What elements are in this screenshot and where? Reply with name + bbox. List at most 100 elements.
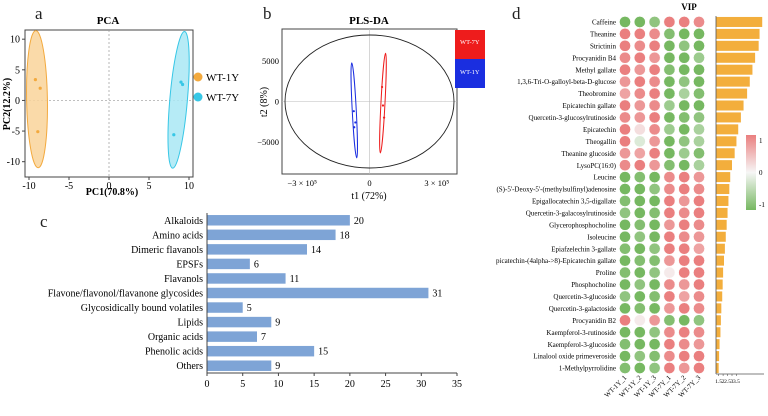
bar-2 [207, 229, 336, 241]
panel-label-b: b [263, 4, 272, 23]
vip-row-label: Epicatechin gallate [563, 102, 616, 110]
vip-row-label: Linalool oxide primeveroside [533, 353, 616, 361]
vip-cell-r15-c4 [663, 183, 676, 195]
vip-color-tick-high: 1 [759, 137, 763, 145]
vip-cell-r19-c4 [663, 230, 676, 243]
vip-bar-28 [716, 339, 720, 350]
vip-cell-r28-c4 [663, 338, 676, 351]
plsda-point-wt1y-1 [354, 121, 357, 124]
bar-category-label: Phenolic acids [145, 347, 203, 358]
vip-cell-r5-c5 [678, 63, 691, 76]
bar-category-label: Others [176, 361, 203, 372]
vip-cell-r10-c5 [678, 123, 691, 136]
vip-cell-r3-c1 [619, 39, 631, 52]
plsda-legend: WT-7Y WT-1Y [455, 30, 485, 88]
bar-7 [207, 302, 243, 313]
vip-cell-r1-c3 [648, 16, 661, 28]
vip-cell-r4-c4 [663, 51, 676, 64]
vip-cell-r4-c3 [648, 51, 661, 64]
plsda-point-wt1y-2 [352, 110, 355, 113]
bar-x-tick-label: 10 [273, 379, 283, 390]
vip-cell-r27-c6 [693, 326, 705, 339]
vip-row-label: Epigallocatechin 3,5-digallate [532, 198, 616, 206]
bar-value-label: 9 [275, 361, 280, 372]
vip-bar-25 [716, 303, 722, 314]
vip-cell-r15-c1 [619, 183, 631, 195]
vip-cell-r30-c4 [663, 362, 676, 374]
vip-cell-r6-c6 [693, 75, 705, 88]
vip-bar-6 [716, 76, 750, 87]
vip-cell-r25-c1 [619, 302, 631, 315]
bar-category-label: Organic acids [148, 332, 203, 343]
vip-cell-r30-c6 [693, 362, 705, 374]
pca-point-wt1y-2 [38, 86, 42, 90]
vip-cell-r21-c6 [693, 254, 705, 267]
bar-category-label: Amino acids [152, 230, 203, 241]
pca-point-wt1y-3 [36, 130, 40, 134]
plsda-legend-label-wt7y: WT-7Y [460, 39, 480, 46]
vip-bar-22 [716, 267, 724, 278]
vip-cell-r2-c4 [663, 28, 676, 40]
vip-cell-r12-c6 [693, 147, 705, 160]
vip-cell-r29-c5 [678, 350, 691, 362]
plsda-legend-box-wt1y [455, 59, 485, 88]
pca-legend: WT-1Y WT-7Y [193, 72, 239, 104]
vip-cell-r20-c3 [648, 242, 661, 255]
vip-cell-r18-c4 [663, 218, 676, 231]
vip-cell-r28-c2 [633, 338, 646, 351]
bar-x-tick-label: 15 [309, 379, 319, 390]
vip-row-label: Proline [596, 269, 616, 277]
vip-cell-r10-c1 [619, 123, 631, 136]
vip-cell-r10-c6 [693, 123, 705, 136]
bar-9 [207, 331, 257, 342]
vip-bar-26 [716, 315, 721, 326]
vip-cell-r10-c2 [633, 123, 646, 136]
pca-legend-marker-wt7y [193, 92, 203, 102]
vip-bar-2 [716, 28, 760, 39]
vip-cell-r7-c5 [678, 87, 691, 100]
vip-cell-r30-c2 [633, 362, 646, 374]
bar-4 [207, 258, 250, 270]
vip-cell-r20-c4 [663, 242, 676, 255]
vip-cell-r16-c2 [633, 195, 646, 207]
vip-cell-r17-c1 [619, 207, 631, 219]
vip-row-label: 1-Methylpyrrolidine [559, 365, 616, 373]
bar-value-label: 15 [318, 347, 328, 358]
vip-cell-r6-c2 [633, 75, 646, 88]
vip-cell-r7-c6 [693, 87, 705, 100]
vip-cell-r9-c1 [619, 111, 631, 124]
pca-x-tick-label: 0 [107, 181, 112, 192]
vip-cell-r27-c4 [663, 326, 676, 339]
vip-cell-r2-c1 [619, 28, 631, 40]
vip-cell-r6-c1 [619, 75, 631, 88]
vip-row-label: Theanine [590, 31, 616, 39]
vip-cell-r30-c3 [648, 362, 661, 374]
vip-row-label: Methyl gallate [575, 66, 616, 74]
vip-cell-r13-c6 [693, 159, 705, 172]
vip-cell-r11-c4 [663, 135, 676, 148]
vip-bar-11 [716, 136, 737, 147]
vip-row-label: Theanine glucoside [561, 150, 616, 158]
vip-cell-r7-c1 [619, 87, 631, 100]
vip-cell-r3-c2 [633, 39, 646, 52]
bar-1 [207, 215, 350, 226]
vip-axis-tick-label: 2 [722, 379, 725, 385]
pca-x-tick-label: 10 [184, 181, 194, 192]
bar-value-label: 6 [254, 259, 259, 270]
bar-x-tick-label: 0 [205, 379, 210, 390]
vip-cell-r20-c5 [678, 242, 691, 255]
vip-cell-r11-c3 [648, 135, 661, 148]
vip-bar-27 [716, 327, 721, 338]
vip-cell-r17-c5 [678, 207, 691, 219]
vip-cell-r9-c4 [663, 111, 676, 124]
panel-label-a: a [35, 4, 43, 23]
pca-point-wt7y-2 [179, 80, 183, 84]
vip-cell-r13-c1 [619, 159, 631, 172]
vip-cell-r13-c3 [648, 159, 661, 172]
vip-row-label: Caffeine [592, 19, 616, 27]
vip-cell-r28-c6 [693, 338, 705, 351]
vip-bar-14 [716, 172, 731, 183]
vip-cell-r20-c1 [619, 242, 631, 255]
plsda-point-wt7y-1 [381, 104, 385, 107]
pca-x-tick-label: -10 [22, 181, 35, 192]
